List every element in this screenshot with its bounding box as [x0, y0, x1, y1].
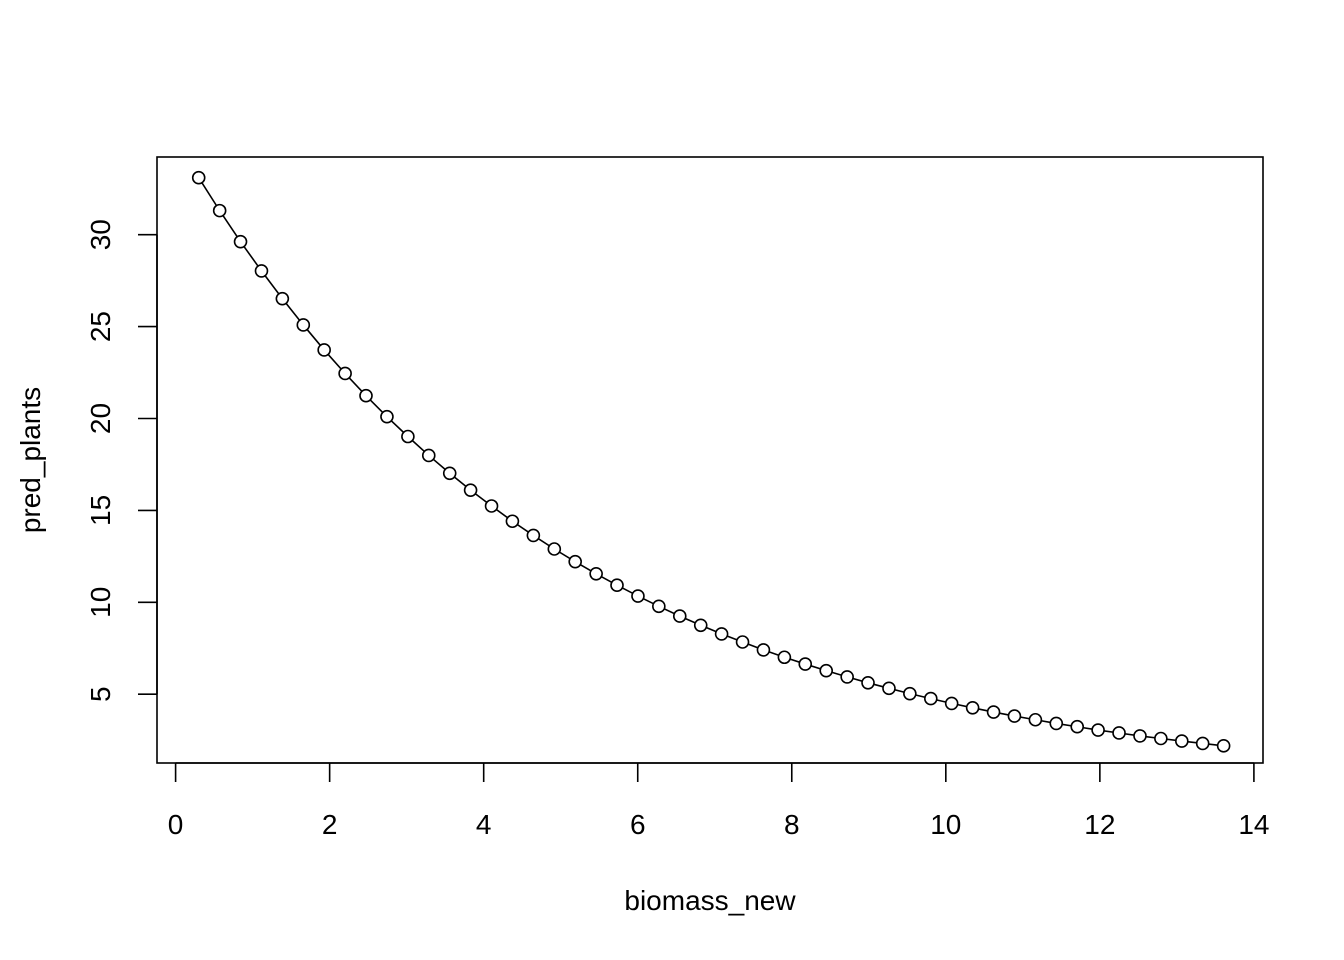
- data-point: [589, 567, 603, 581]
- data-point: [819, 663, 834, 678]
- data-point: [191, 170, 206, 185]
- data-point: [275, 291, 290, 306]
- x-tick-label: 6: [630, 809, 646, 840]
- data-point: [631, 589, 645, 603]
- data-point: [1112, 726, 1126, 740]
- data-point: [1049, 716, 1064, 731]
- plot-frame: [156, 156, 1264, 764]
- data-point: [756, 643, 771, 657]
- data-point: [882, 681, 896, 696]
- data-point: [254, 264, 269, 278]
- data-point: [965, 700, 980, 715]
- y-tick-label: 25: [85, 311, 116, 342]
- data-point: [735, 635, 750, 649]
- data-point: [526, 528, 541, 543]
- data-point: [1070, 719, 1085, 734]
- data-point: [777, 650, 792, 665]
- y-tick-label: 20: [85, 403, 116, 434]
- y-tick-label: 15: [85, 495, 116, 526]
- data-point: [338, 366, 352, 381]
- data-point: [986, 705, 1001, 719]
- data-point: [1133, 729, 1147, 743]
- data-point: [1028, 712, 1043, 727]
- series-line: [198, 177, 1224, 747]
- y-axis-title: pred_plants: [15, 387, 46, 533]
- x-axis-title: biomass_new: [624, 885, 796, 916]
- y-tick-label: 30: [85, 219, 116, 250]
- data-point: [840, 670, 854, 684]
- data-point: [442, 466, 457, 481]
- data-point: [547, 542, 562, 556]
- data-point: [610, 578, 624, 593]
- data-point: [861, 675, 875, 690]
- y-tick-label: 10: [85, 587, 116, 618]
- data-point: [672, 609, 687, 623]
- data-point: [233, 234, 248, 249]
- x-tick-label: 14: [1238, 809, 1269, 840]
- x-ticks: 0 2 4 6 8 10 12 14: [168, 763, 1269, 840]
- data-point: [296, 318, 311, 332]
- series-points: [191, 170, 1231, 753]
- data-point: [505, 514, 520, 529]
- x-tick-label: 8: [784, 809, 800, 840]
- x-tick-label: 12: [1084, 809, 1115, 840]
- data-point: [1007, 709, 1022, 723]
- data-point: [714, 627, 729, 641]
- data-point: [944, 696, 959, 711]
- data-point: [484, 499, 499, 513]
- x-tick-label: 0: [168, 809, 184, 840]
- data-point: [903, 686, 917, 701]
- data-point: [380, 409, 394, 424]
- data-point: [652, 599, 666, 614]
- data-point: [1216, 739, 1231, 753]
- data-point: [798, 657, 813, 671]
- data-point: [421, 448, 436, 463]
- data-point: [1175, 734, 1189, 748]
- data-point: [1195, 736, 1210, 751]
- data-point: [568, 554, 582, 569]
- y-tick-label: 5: [85, 686, 116, 702]
- data-point: [1154, 731, 1168, 746]
- data-point: [1091, 723, 1105, 737]
- data-point: [317, 343, 331, 357]
- data-point: [463, 483, 478, 497]
- x-tick-label: 10: [930, 809, 961, 840]
- y-ticks: 5 10 15 20 25 30: [85, 219, 157, 702]
- x-tick-label: 4: [476, 809, 492, 840]
- data-point: [212, 203, 227, 218]
- x-tick-label: 2: [322, 809, 338, 840]
- data-point: [401, 429, 415, 444]
- data-point: [923, 691, 938, 706]
- data-point: [359, 388, 373, 403]
- data-point: [693, 618, 708, 633]
